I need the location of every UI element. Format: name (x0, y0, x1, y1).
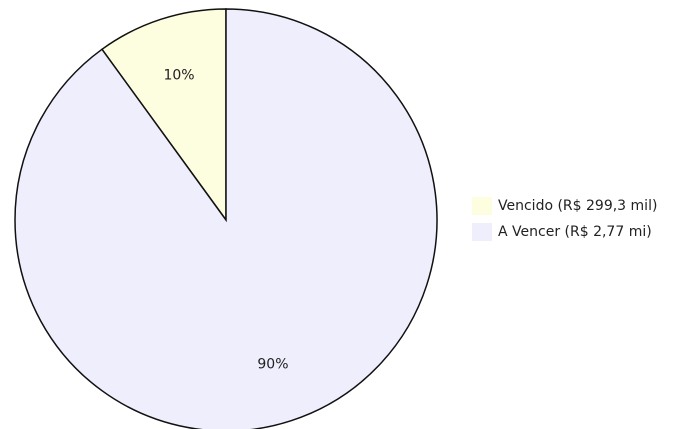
slice-label: 10% (163, 68, 194, 84)
legend-label: Vencido (R$ 299,3 mil) (498, 198, 657, 214)
pie-slice (100, 8, 227, 223)
pie-slice (14, 8, 438, 429)
legend-swatch (472, 197, 492, 215)
slice-label: 90% (257, 356, 288, 372)
legend-label: A Vencer (R$ 2,77 mi) (498, 224, 652, 240)
legend-swatch (472, 223, 492, 241)
